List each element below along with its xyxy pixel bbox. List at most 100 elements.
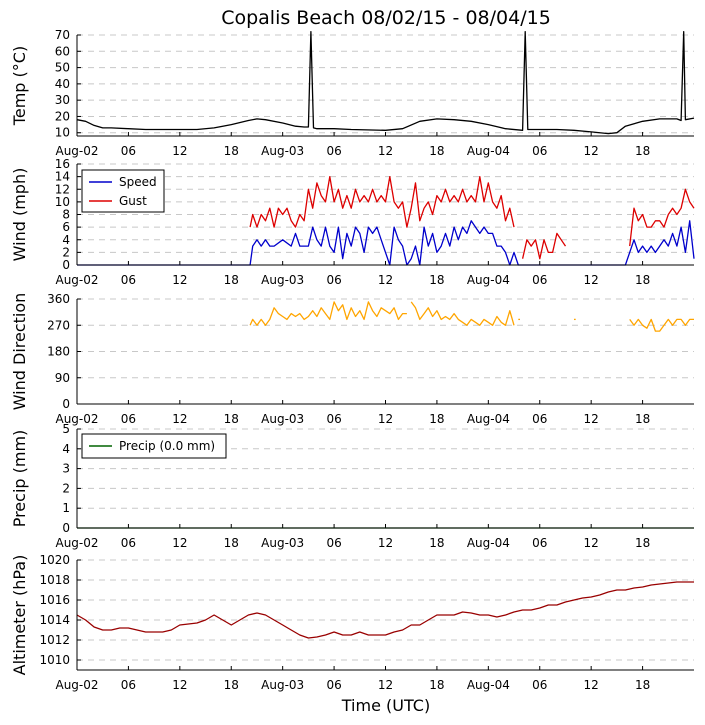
y-tick-label: 4: [62, 233, 70, 247]
y-axis-label: Temp (°C): [10, 46, 29, 126]
y-tick-label: 14: [55, 170, 70, 184]
y-tick-label: 1012: [39, 633, 70, 647]
panel-1: 10 20 30 40 50 60 70 Temp (°C) Aug-02 06 12 18 Aug-0…: [10, 28, 695, 158]
legend-label: Precip (0.0 mm): [119, 439, 215, 453]
x-axis-label: Time (UTC): [341, 696, 430, 715]
y-tick-label: 0: [62, 258, 70, 272]
x-tick-label: 18: [635, 144, 650, 158]
x-tick-label: 12: [584, 678, 599, 692]
y-tick-label: 12: [55, 182, 70, 196]
y-tick-label: 2: [62, 245, 70, 259]
x-tick-label: 06: [532, 144, 547, 158]
y-tick-label: 16: [55, 157, 70, 171]
x-tick-label: Aug-02: [55, 536, 98, 550]
chart-title: Copalis Beach 08/02/15 - 08/04/15: [221, 7, 551, 29]
y-tick-label: 20: [55, 109, 70, 123]
x-tick-label: 18: [224, 273, 239, 287]
legend-box: [81, 169, 165, 213]
x-tick-label: 12: [584, 144, 599, 158]
series-line-speed: [77, 220, 695, 266]
legend: Precip (0.0 mm): [81, 433, 227, 459]
series-line-altimeter: [76, 581, 694, 639]
x-tick-label: 06: [532, 536, 547, 550]
x-tick-label: 18: [429, 536, 444, 550]
y-tick-label: 360: [47, 292, 70, 306]
x-tick-label: Aug-03: [261, 536, 304, 550]
x-tick-label: 12: [378, 536, 393, 550]
legend-label: Gust: [119, 194, 147, 208]
y-tick-label: 70: [55, 28, 70, 42]
y-tick-label: 40: [55, 77, 70, 91]
y-tick-label: 180: [47, 345, 70, 359]
x-tick-label: 18: [429, 412, 444, 426]
x-tick-label: Aug-04: [467, 144, 510, 158]
legend: Speed Gust: [81, 169, 165, 213]
y-tick-label: 1014: [39, 613, 70, 627]
series-line-gust: [629, 188, 695, 247]
x-tick-label: 06: [121, 536, 136, 550]
y-tick-label: 1: [62, 501, 70, 515]
y-axis-label: Wind Direction: [10, 293, 29, 411]
y-tick-label: 60: [55, 44, 70, 58]
x-tick-label: 18: [224, 144, 239, 158]
x-tick-label: Aug-02: [55, 273, 98, 287]
y-tick-label: 5: [62, 422, 70, 436]
y-tick-label: 1010: [39, 653, 70, 667]
x-tick-label: 18: [224, 678, 239, 692]
x-tick-label: 06: [121, 678, 136, 692]
y-axis-label: Precip (mm): [10, 430, 29, 528]
series-line-gust: [249, 175, 515, 228]
x-tick-label: 12: [584, 273, 599, 287]
y-tick-label: 6: [62, 220, 70, 234]
x-tick-label: 06: [326, 412, 341, 426]
x-tick-label: 12: [172, 144, 187, 158]
y-tick-label: 270: [47, 318, 70, 332]
x-tick-label: Aug-03: [261, 273, 304, 287]
x-tick-label: 12: [378, 412, 393, 426]
panel-5: 1010 1012 1014 1016 1018 1020 Altimeter (hPa) A…: [10, 553, 694, 692]
x-tick-label: 06: [326, 273, 341, 287]
x-tick-label: 12: [378, 678, 393, 692]
x-tick-label: 18: [429, 273, 444, 287]
y-tick-label: 1018: [39, 573, 70, 587]
x-tick-label: 12: [584, 412, 599, 426]
x-tick-label: 12: [172, 536, 187, 550]
x-tick-label: 06: [532, 678, 547, 692]
x-tick-label: 06: [532, 273, 547, 287]
series-line-gust: [521, 232, 567, 260]
x-tick-label: 18: [224, 536, 239, 550]
y-tick-label: 50: [55, 61, 70, 75]
x-tick-label: 06: [326, 536, 341, 550]
y-tick-label: 10: [55, 126, 70, 140]
y-tick-label: 3: [62, 462, 70, 476]
x-tick-label: Aug-04: [467, 273, 510, 287]
x-tick-label: Aug-04: [467, 678, 510, 692]
x-tick-label: 18: [224, 412, 239, 426]
y-tick-label: 30: [55, 93, 70, 107]
x-tick-label: 18: [635, 273, 650, 287]
x-tick-label: 12: [172, 273, 187, 287]
series-line-direction: [249, 301, 407, 326]
x-tick-label: 12: [172, 412, 187, 426]
x-tick-label: 18: [635, 536, 650, 550]
y-axis-label: Altimeter (hPa): [10, 555, 29, 676]
y-tick-label: 4: [62, 442, 70, 456]
x-tick-label: 06: [326, 678, 341, 692]
x-tick-label: 06: [532, 412, 547, 426]
x-tick-label: Aug-04: [467, 412, 510, 426]
y-axis-label: Wind (mph): [10, 168, 29, 262]
x-tick-label: Aug-04: [467, 536, 510, 550]
x-tick-label: Aug-02: [55, 144, 98, 158]
x-tick-label: 12: [584, 536, 599, 550]
x-tick-label: 18: [635, 412, 650, 426]
x-tick-label: 12: [378, 144, 393, 158]
x-tick-label: 06: [121, 273, 136, 287]
y-tick-label: 0: [62, 397, 70, 411]
x-tick-label: 18: [429, 144, 444, 158]
x-tick-label: 12: [378, 273, 393, 287]
panel-3: 0 90 180 270 360 Wind Direction Aug-02 06 12 18 Au…: [10, 292, 694, 426]
y-tick-label: 1020: [39, 553, 70, 567]
x-tick-label: Aug-02: [55, 412, 98, 426]
